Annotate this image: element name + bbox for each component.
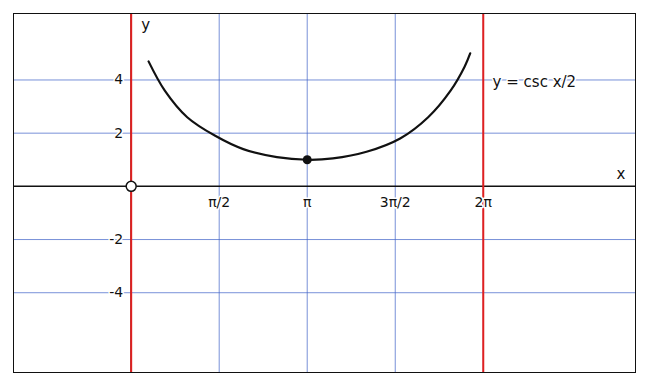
svg-text:-4: -4 [109,284,123,300]
svg-text:2: 2 [114,125,123,141]
svg-text:x: x [617,165,626,183]
svg-text:2π: 2π [475,194,493,210]
svg-text:π/2: π/2 [208,194,230,210]
svg-text:y = csc x/2: y = csc x/2 [493,73,577,91]
svg-text:3π/2: 3π/2 [380,194,411,210]
svg-text:4: 4 [114,71,123,87]
svg-text:-2: -2 [109,231,123,247]
svg-text:y: y [141,16,150,34]
svg-text:π: π [303,194,312,210]
